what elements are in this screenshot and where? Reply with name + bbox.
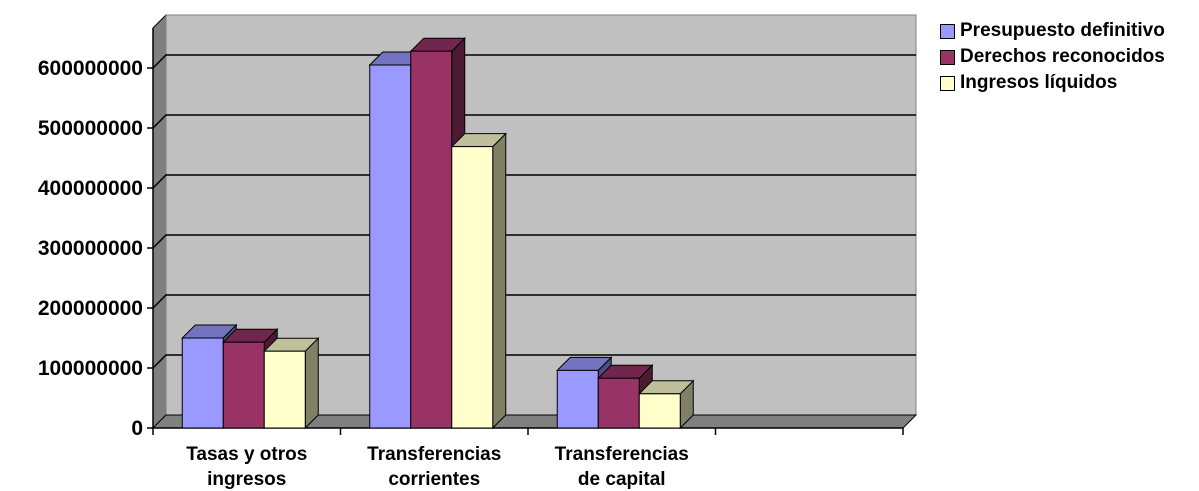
legend-swatch-presupuesto-definitivo [940,23,955,39]
x-tick-label-line: Transferencias [555,444,689,465]
x-tick-labels: Tasas y otros ingresos Transferencias corri… [186,444,689,490]
x-tick-label-tasas-y-otros-ingresos: Tasas y otros ingresos [186,444,307,490]
bar-front [556,369,599,429]
legend: Presupuesto definitivo Derechos reconoci… [940,18,1165,96]
bar-side [304,336,319,430]
bars [181,36,695,430]
y-tick-labels: 0 100000000 200000000 300000000 400000000 500… [38,57,143,440]
gridline [152,114,916,129]
bar-front [410,50,453,429]
bar-ingresos-liquidos-transferencias-corrientes [450,132,507,430]
bar-front [181,337,224,429]
legend-item-presupuesto-definitivo: Presupuesto definitivo [940,18,1165,44]
x-tick-label-line: Tasas y otros [186,444,307,465]
bar-side [492,132,507,430]
bar-front [638,393,681,429]
legend-swatch-ingresos-liquidos [940,75,955,91]
x-tick-label-transferencias-de-capital: Transferencias de capital [555,444,689,490]
bar-ingresos-liquidos-transferencias-de-capital [638,379,695,430]
gridline [152,294,916,309]
legend-label-ingresos-liquidos: Ingresos líquidos [960,72,1118,93]
legend-item-derechos-reconocidos: Derechos reconocidos [940,44,1165,70]
x-tick-label-line: corrientes [388,469,480,490]
legend-label-presupuesto-definitivo: Presupuesto definitivo [960,20,1165,41]
legend-swatch-derechos-reconocidos [940,49,955,65]
bar-front [263,350,306,429]
x-tick-label-line: de capital [578,469,666,490]
legend-item-ingresos-liquidos: Ingresos líquidos [940,70,1165,96]
bar-ingresos-liquidos-tasas-y-otros-ingresos [263,336,320,430]
bar-front [451,146,494,429]
x-tick-label-transferencias-corrientes: Transferencias corrientes [367,444,501,490]
y-tick-label: 0 [131,417,143,440]
y-tick-label: 500000000 [38,117,143,140]
bar-front [222,341,265,429]
x-tick-label-line: ingresos [207,469,286,490]
y-tick-label: 400000000 [38,177,143,200]
bar-front [369,64,412,429]
y-tick-label: 600000000 [38,57,143,80]
x-tick-label-line: Transferencias [367,444,501,465]
gridline [152,234,916,249]
gridline [152,174,916,189]
bar-front [597,377,640,429]
y-tick-label: 200000000 [38,297,143,320]
y-tick-label: 300000000 [38,237,143,260]
y-tick-label: 100000000 [38,357,143,380]
legend-label-derechos-reconocidos: Derechos reconocidos [960,46,1165,67]
gridlines [152,54,916,369]
gridline [152,354,916,369]
gridline [152,54,916,69]
